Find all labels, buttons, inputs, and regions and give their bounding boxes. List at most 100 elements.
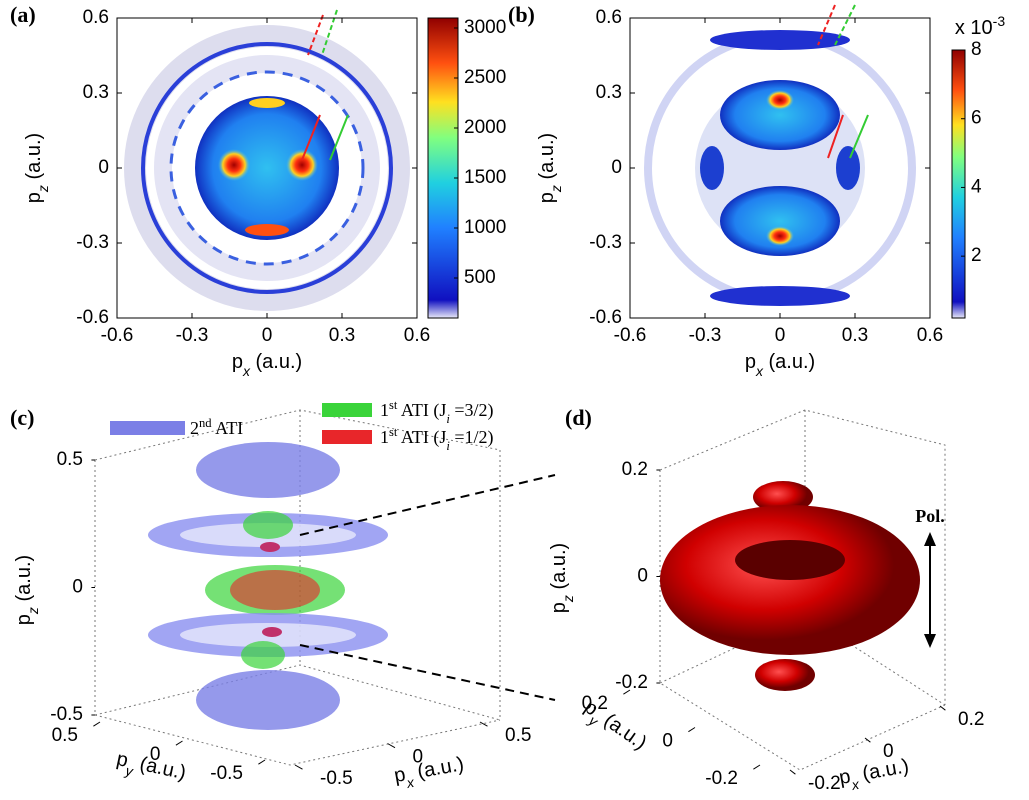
tick-mark [258, 760, 265, 764]
label-part: z [25, 607, 41, 615]
label-part: (a.u.) [23, 133, 45, 185]
label-part: -3 [993, 13, 1006, 29]
tick-mark [688, 728, 695, 732]
axis-label: pz (a.u.) [548, 543, 576, 613]
tick-label: 0.5 [505, 725, 531, 746]
axis-label: py (a.u.) [577, 696, 651, 759]
figure: (a)-0.6-0.300.30.6-0.6-0.300.30.65001000… [0, 0, 1029, 800]
tick-label: -0.5 [320, 768, 353, 789]
label-part: x 10 [955, 17, 993, 39]
tick-label: 1000 [464, 217, 506, 238]
tick-label: 2500 [464, 67, 506, 88]
tick-mark [753, 765, 760, 769]
legend-entry: 1st ATI (Ji =3/2) [380, 398, 494, 426]
tick-label: 0.5 [52, 725, 78, 746]
axis-label: py (a.u.) [113, 748, 188, 790]
tick-label: 8 [971, 39, 982, 60]
tick-label: -0.6 [101, 325, 134, 346]
label-part: (a.u.) [763, 351, 815, 373]
tick-label: -0.3 [689, 325, 722, 346]
label-part: ATI [212, 418, 244, 438]
tick-label: 0.5 [57, 449, 83, 470]
tick-label: 6 [971, 108, 982, 129]
legend-entry: 1st ATI (Ji =1/2) [380, 425, 494, 453]
polarization-arrow [924, 634, 936, 648]
tick-label: 500 [464, 267, 496, 288]
axis-label: x 10-3 [955, 13, 1005, 39]
tick-label: -0.2 [615, 672, 648, 693]
axis-label: px (a.u.) [745, 351, 815, 379]
label-part: p [23, 192, 45, 203]
tick-label: -0.2 [705, 768, 738, 789]
label-part: (a.u.) [13, 555, 35, 607]
colorbar [428, 18, 458, 318]
label-part: (a.u.) [548, 543, 570, 595]
tick-label: 0 [775, 325, 786, 346]
tick-label: -0.3 [589, 232, 622, 253]
label-part: nd [199, 416, 212, 430]
heatmap-image [135, 36, 399, 300]
label-part: =1/2) [450, 427, 494, 448]
label-part: (a.u.) [250, 351, 302, 373]
tick-label: 0 [98, 157, 109, 178]
tick-mark [93, 722, 100, 726]
tick-label: -0.6 [589, 307, 622, 328]
tick-label: 0 [611, 157, 622, 178]
label-part: p [548, 602, 570, 613]
tick-label: -0.3 [76, 232, 109, 253]
tick-label: 0.2 [958, 709, 984, 730]
tick-label: -0.2 [808, 773, 841, 794]
tick-label: 0.6 [404, 325, 430, 346]
legend-swatch [322, 430, 372, 444]
axis-label: pz (a.u.) [13, 555, 41, 625]
tick-label: 0 [72, 577, 83, 598]
tick-label: -0.5 [210, 763, 243, 784]
tick-label: 0.3 [329, 325, 355, 346]
legend-swatch [110, 421, 185, 435]
label-part: =3/2) [450, 400, 494, 421]
tick-label: 0.6 [596, 7, 622, 28]
label-part: p [536, 192, 558, 203]
tick-label: -0.6 [76, 307, 109, 328]
tick-mark [295, 765, 303, 769]
tick-mark [388, 744, 396, 748]
panel-label: (c) [10, 405, 34, 430]
tick-label: 0 [262, 325, 273, 346]
label-part: p [232, 351, 243, 373]
label-part: (a.u.) [855, 755, 910, 786]
label-part: (a.u.) [536, 133, 558, 185]
connector [300, 645, 555, 700]
isosurface [148, 442, 920, 730]
tick-label: -0.3 [176, 325, 209, 346]
tick-mark [790, 770, 795, 774]
axis-label: px (a.u.) [232, 351, 302, 379]
axis-label: px (a.u.) [837, 755, 911, 795]
tick-label: 0.3 [83, 82, 109, 103]
tick-label: 4 [971, 176, 982, 197]
axis-label: pz (a.u.) [23, 133, 51, 203]
tick-label: -0.5 [50, 704, 83, 725]
label-part: ATI (J [397, 400, 446, 421]
label-part: p [745, 351, 756, 373]
tick-label: 0.6 [917, 325, 943, 346]
label-part: p [13, 614, 35, 625]
tick-label: 0.2 [622, 459, 648, 480]
annotation: Pol. [915, 506, 945, 526]
tick-label: 1500 [464, 167, 506, 188]
tick-mark [940, 706, 945, 710]
heatmap-image [648, 30, 912, 306]
label-part: 1 [380, 427, 389, 447]
tick-label: 0 [637, 566, 648, 587]
panel-label: (b) [508, 2, 535, 27]
axis-label: pz (a.u.) [536, 133, 564, 203]
label-part: (a.u.) [595, 706, 650, 754]
label-part: z [35, 185, 51, 193]
colorbar [952, 50, 965, 318]
legend-swatch [322, 403, 372, 417]
legend-entry: 2nd ATI [190, 416, 243, 438]
tick-label: 3000 [464, 17, 506, 38]
tick-label: 2000 [464, 117, 506, 138]
panel-label: (a) [10, 2, 36, 27]
tick-label: 2 [971, 245, 982, 266]
label-part: ATI (J [397, 427, 446, 448]
